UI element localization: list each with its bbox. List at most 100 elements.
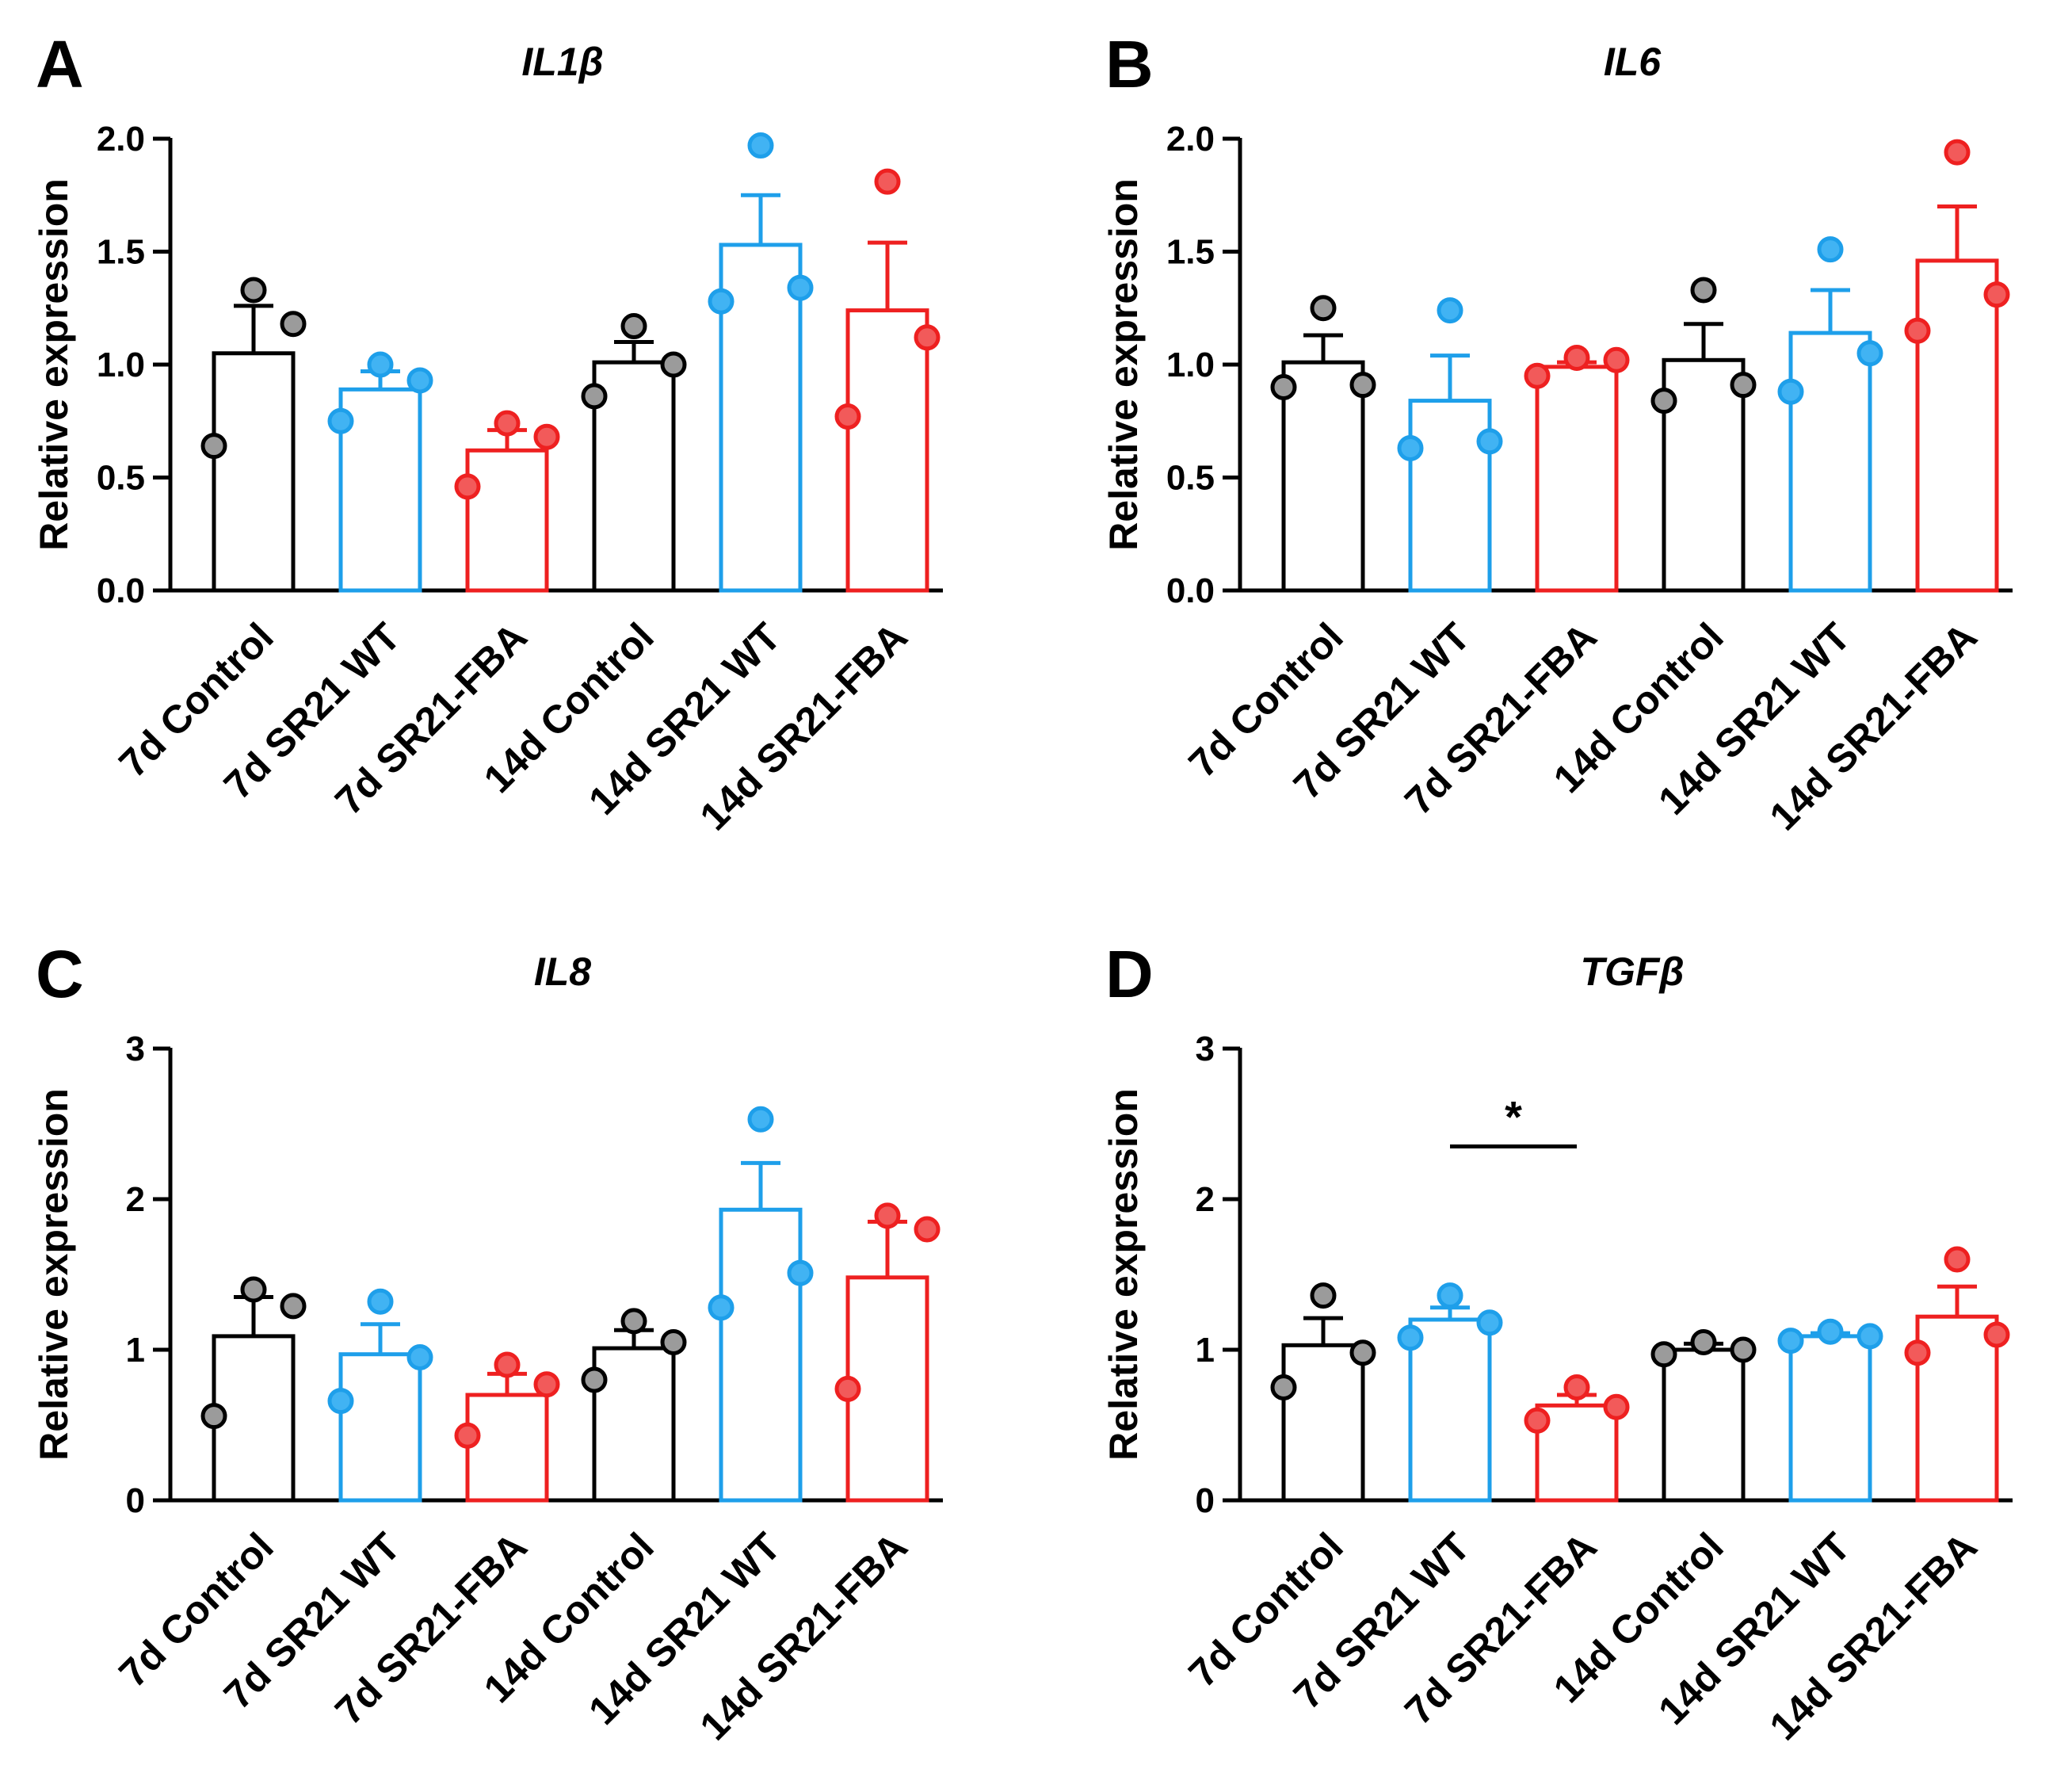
data-point — [914, 324, 941, 351]
bar — [1408, 399, 1492, 593]
data-point — [327, 407, 354, 434]
bar — [1915, 258, 1999, 593]
bar — [1408, 1317, 1492, 1503]
data-point — [1944, 139, 1971, 166]
data-point — [581, 383, 608, 410]
data-point — [1476, 1309, 1503, 1336]
bar — [465, 1393, 549, 1503]
data-point — [406, 367, 433, 394]
data-point — [1983, 1321, 2010, 1348]
data-point — [1603, 346, 1630, 373]
y-tick-label: 3 — [1196, 1030, 1215, 1068]
data-point — [660, 351, 687, 378]
data-point — [454, 1422, 481, 1449]
y-tick-label: 2.0 — [97, 120, 145, 159]
data-point — [367, 1288, 394, 1315]
data-point — [834, 403, 861, 430]
data-point — [1856, 1323, 1883, 1350]
data-point — [620, 313, 647, 340]
data-point — [1650, 388, 1677, 415]
data-point — [1817, 236, 1844, 263]
y-tick-label: 2 — [1196, 1180, 1215, 1219]
data-point — [1397, 434, 1424, 461]
y-tick-label: 1.5 — [1166, 233, 1215, 272]
data-point — [708, 288, 735, 315]
data-point — [581, 1366, 608, 1393]
data-point — [787, 274, 814, 301]
bar — [212, 351, 296, 593]
data-point — [1904, 317, 1931, 344]
y-axis-label: Relative expression — [1101, 178, 1146, 551]
data-point — [1437, 1282, 1463, 1309]
bar — [845, 308, 929, 593]
y-tick-label: 0 — [126, 1481, 145, 1520]
panel-letter: B — [1105, 27, 1154, 101]
y-axis-label: Relative expression — [1101, 1088, 1146, 1461]
panel-title: TGFβ — [1580, 949, 1684, 994]
y-tick-label: 0 — [1196, 1481, 1215, 1520]
data-point — [1777, 1328, 1804, 1355]
data-point — [1730, 1336, 1757, 1363]
bar — [465, 448, 549, 593]
y-tick-label: 1 — [126, 1331, 145, 1370]
bar — [1535, 365, 1619, 593]
data-point — [1817, 1318, 1844, 1345]
bar — [1281, 360, 1365, 593]
data-point — [200, 433, 227, 460]
y-tick-label: 1.5 — [97, 233, 145, 272]
panel-letter: A — [36, 27, 84, 101]
data-point — [620, 1308, 647, 1335]
bar — [1662, 1347, 1746, 1503]
y-tick-label: 2 — [126, 1180, 145, 1219]
y-tick-label: 0.0 — [1166, 571, 1215, 610]
y-tick-label: 0.0 — [97, 571, 145, 610]
bar — [1662, 357, 1746, 593]
data-point — [280, 1293, 307, 1320]
data-point — [1310, 295, 1337, 322]
bar — [1788, 1334, 1872, 1503]
data-point — [1777, 378, 1804, 405]
data-point — [367, 351, 394, 378]
bar — [1281, 1343, 1365, 1503]
bar — [1535, 1403, 1619, 1503]
data-point — [494, 1351, 521, 1378]
data-point — [1563, 344, 1590, 371]
data-point — [914, 1216, 941, 1243]
bar — [592, 1346, 676, 1503]
data-point — [240, 1276, 267, 1303]
y-axis-label: Relative expression — [32, 1088, 76, 1461]
y-tick-label: 1 — [1196, 1331, 1215, 1370]
y-axis-label: Relative expression — [32, 178, 76, 551]
data-point — [1603, 1393, 1630, 1420]
significance-label: * — [1505, 1092, 1522, 1142]
data-point — [327, 1388, 354, 1415]
y-tick-label: 3 — [126, 1030, 145, 1068]
data-point — [747, 1106, 774, 1133]
bar — [719, 243, 803, 593]
data-point — [1397, 1324, 1424, 1351]
data-point — [660, 1329, 687, 1355]
data-point — [533, 1371, 560, 1398]
panel-title: IL8 — [534, 949, 591, 994]
data-point — [1563, 1374, 1590, 1400]
bar — [719, 1207, 803, 1503]
y-tick-label: 0.5 — [97, 459, 145, 498]
panel-title: IL6 — [1604, 40, 1662, 84]
data-point — [454, 473, 481, 500]
bar — [338, 387, 422, 593]
data-point — [406, 1344, 433, 1370]
data-point — [1650, 1341, 1677, 1368]
bar — [1915, 1314, 1999, 1503]
data-point — [1524, 1407, 1551, 1434]
y-tick-label: 2.0 — [1166, 120, 1215, 159]
data-point — [1904, 1339, 1931, 1366]
bar — [338, 1352, 422, 1503]
data-point — [533, 423, 560, 450]
data-point — [874, 1202, 901, 1229]
data-point — [494, 410, 521, 437]
panel-letter: D — [1105, 937, 1154, 1011]
data-point — [1730, 372, 1757, 399]
